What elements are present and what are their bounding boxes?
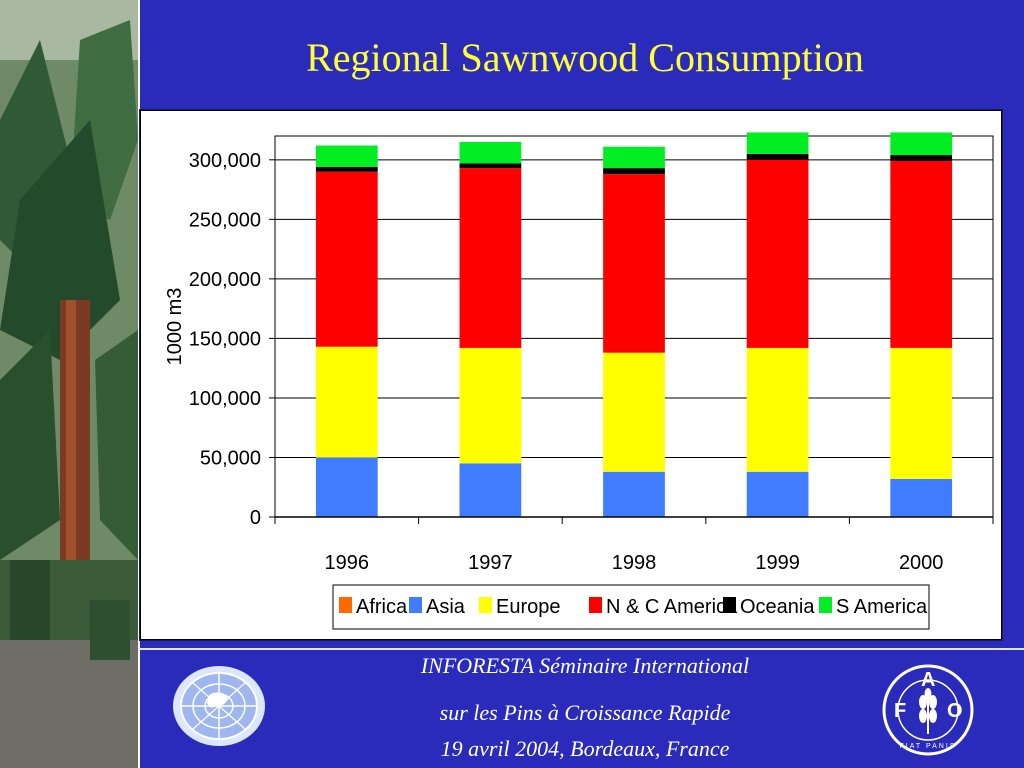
bar-segment-n-c-america-2000 [890, 161, 953, 348]
y-tick-label: 0 [250, 507, 261, 529]
legend-label: Europe [496, 596, 561, 618]
legend-swatch [589, 597, 602, 613]
slide-title: Regional Sawnwood Consumption [306, 35, 864, 80]
legend-label: S America [836, 596, 928, 618]
legend-swatch [409, 597, 422, 613]
bar-segment-s-america-1996 [315, 145, 378, 167]
y-tick-label: 50,000 [200, 447, 261, 469]
bar-segment-oceania-2000 [890, 155, 953, 162]
bar-segment-n-c-america-1996 [315, 171, 378, 347]
footer-line-3: 19 avril 2004, Bordeaux, France [440, 736, 730, 761]
footer-line-1: INFORESTA Séminaire International [420, 653, 750, 678]
bar-segment-n-c-america-1999 [746, 159, 809, 348]
x-tick-label: 1997 [468, 552, 513, 574]
bar-segment-s-america-2000 [890, 132, 953, 156]
bar-segment-oceania-1997 [459, 163, 522, 169]
legend-label: N & C America [606, 596, 738, 618]
bar-segment-europe-1996 [315, 346, 378, 458]
fao-letter-a: A [921, 669, 935, 691]
bar-segment-oceania-1999 [746, 153, 809, 160]
bar-segment-oceania-1996 [315, 166, 378, 172]
bar-segment-europe-1998 [603, 352, 665, 472]
bar-segment-asia-1996 [315, 457, 378, 517]
y-tick-label: 250,000 [189, 209, 261, 231]
x-tick-label: 1996 [325, 552, 370, 574]
footer-line-2: sur les Pins à Croissance Rapide [439, 700, 731, 725]
bar-segment-s-america-1997 [459, 141, 522, 164]
bar-segment-europe-1999 [746, 347, 809, 472]
bar-segment-asia-1997 [459, 463, 522, 517]
y-tick-label: 300,000 [189, 150, 261, 172]
x-tick-label: 2000 [899, 552, 944, 574]
y-tick-label: 150,000 [189, 328, 261, 350]
bar-segment-asia-1999 [746, 471, 809, 517]
y-axis-title: 1000 m3 [164, 288, 186, 366]
fao-motto: FIAT PANIS [900, 743, 957, 750]
bar-segment-s-america-1999 [746, 132, 809, 154]
legend-swatch [723, 597, 736, 613]
bar-segment-asia-1998 [603, 471, 665, 517]
footer-divider [138, 648, 1024, 650]
bar-segment-europe-2000 [890, 347, 953, 479]
chart-panel: 0 50,000 100,000 150,000 200,000 250,000 300,0… [140, 110, 1002, 640]
legend-label: Africa [356, 596, 408, 618]
bar-segment-oceania-1998 [603, 168, 665, 175]
y-tick-label: 200,000 [189, 269, 261, 291]
bar-segment-n-c-america-1997 [459, 168, 522, 348]
legend-swatch [819, 597, 832, 613]
x-tick-label: 1998 [612, 552, 657, 574]
fao-letter-o: O [947, 700, 963, 722]
un-emblem-icon [173, 666, 265, 746]
bar-segment-n-c-america-1998 [603, 174, 665, 353]
stacked-bar-chart: 0 50,000 100,000 150,000 200,000 250,000 300,0… [164, 132, 994, 630]
y-tick-label: 100,000 [189, 388, 261, 410]
bar-segment-europe-1997 [459, 347, 522, 464]
fao-logo-icon: F A O FIAT PANIS [882, 664, 974, 756]
fao-letter-f: F [894, 700, 906, 722]
legend-label: Oceania [740, 596, 815, 618]
forest-photo [0, 0, 140, 768]
legend-swatch [339, 597, 352, 613]
legend-swatch [479, 597, 492, 613]
legend-label: Asia [426, 596, 466, 618]
x-tick-label: 1999 [755, 552, 800, 574]
bar-segment-asia-2000 [890, 478, 953, 517]
bar-segment-s-america-1998 [603, 146, 665, 169]
